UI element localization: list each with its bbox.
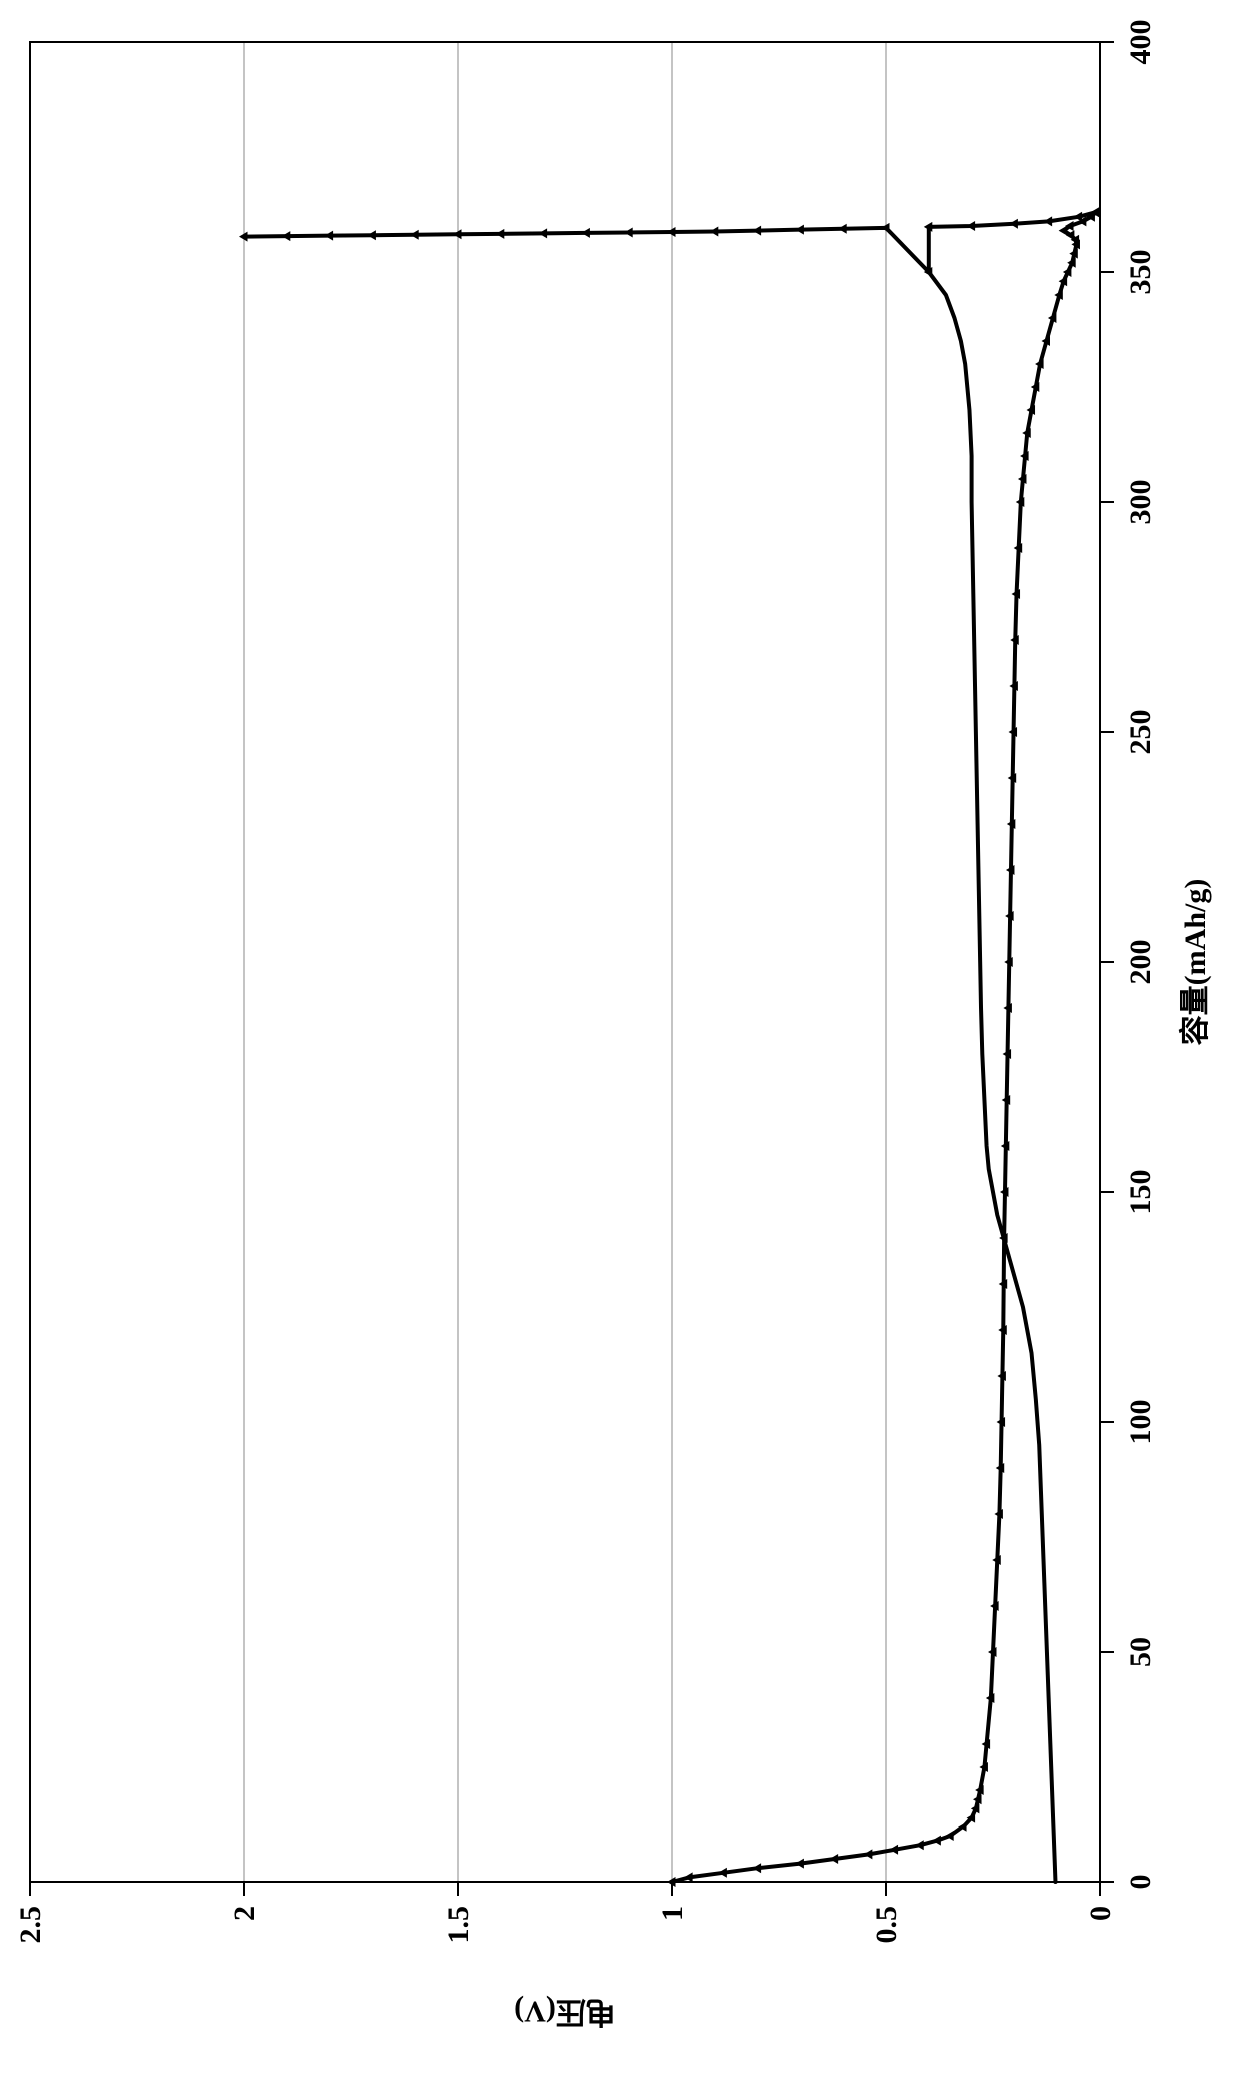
svg-text:0.5: 0.5 bbox=[870, 1906, 903, 1944]
svg-text:100: 100 bbox=[1124, 1400, 1157, 1445]
svg-text:300: 300 bbox=[1124, 480, 1157, 525]
rotated-chart-wrapper: 0 50 100 150 200 250 300 350 400 容量(mAh/g) 0 0.5 1 1.… bbox=[0, 0, 1240, 2082]
svg-text:1.5: 1.5 bbox=[442, 1906, 475, 1944]
svg-text:250: 250 bbox=[1124, 710, 1157, 755]
svg-text:2: 2 bbox=[228, 1906, 261, 1921]
y-axis-title: 电压(V) bbox=[514, 1995, 616, 2028]
svg-text:0: 0 bbox=[1084, 1906, 1117, 1921]
svg-text:350: 350 bbox=[1124, 250, 1157, 295]
svg-text:50: 50 bbox=[1124, 1637, 1157, 1667]
voltage-capacity-chart: 0 50 100 150 200 250 300 350 400 容量(mAh/g) 0 0.5 1 1.… bbox=[0, 0, 1240, 2082]
x-axis-title: 容量(mAh/g) bbox=[1179, 879, 1212, 1046]
svg-text:1: 1 bbox=[656, 1906, 689, 1921]
svg-text:2.5: 2.5 bbox=[14, 1906, 47, 1944]
chart-stage: 0 50 100 150 200 250 300 350 400 容量(mAh/g) 0 0.5 1 1.… bbox=[0, 0, 1240, 2082]
svg-text:150: 150 bbox=[1124, 1170, 1157, 1215]
svg-text:0: 0 bbox=[1124, 1875, 1157, 1890]
svg-text:200: 200 bbox=[1124, 940, 1157, 985]
svg-text:400: 400 bbox=[1124, 20, 1157, 65]
